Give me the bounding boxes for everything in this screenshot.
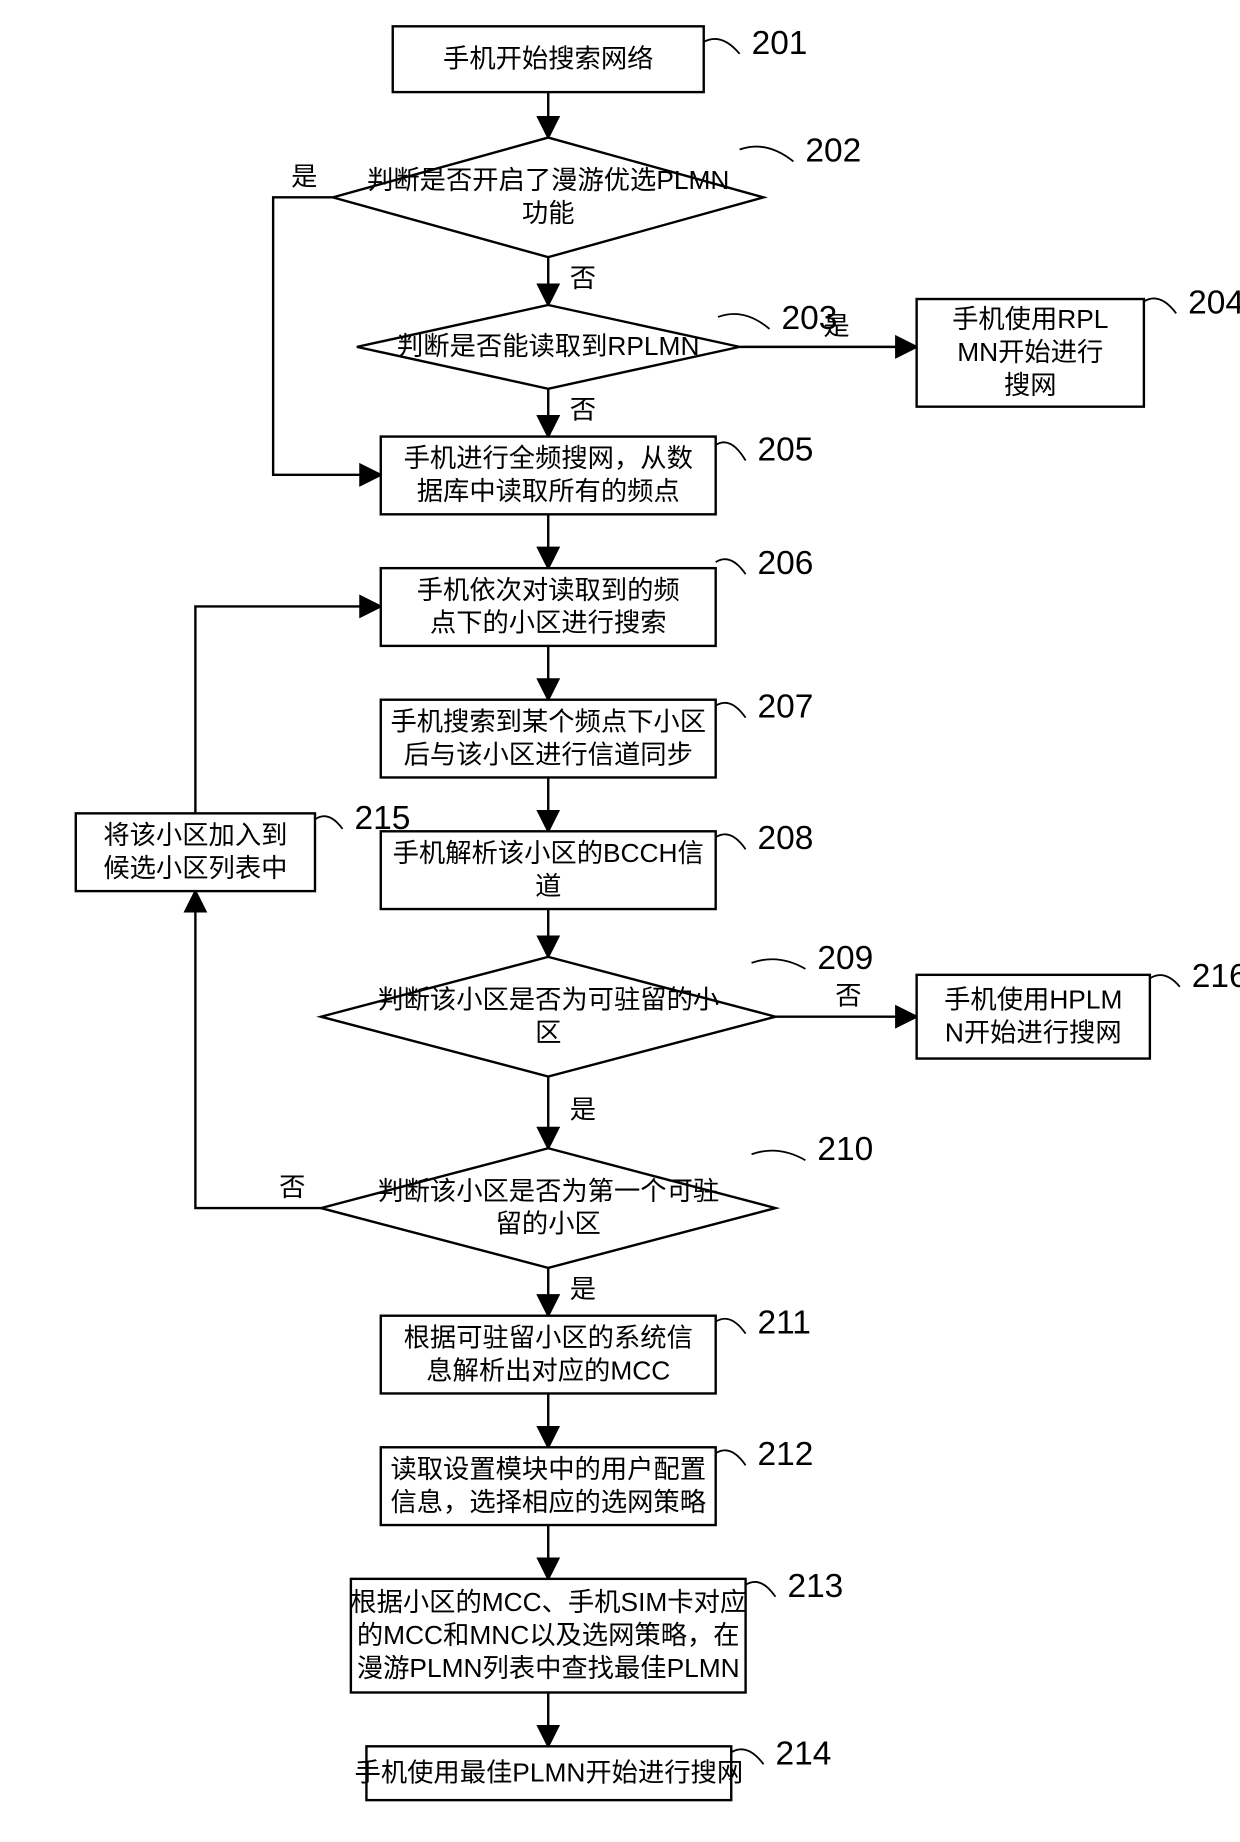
process-node-215: 将该小区加入到候选小区列表中 xyxy=(76,813,315,891)
node-text: 后与该小区进行信道同步 xyxy=(404,739,693,769)
leader-line xyxy=(752,959,806,969)
leader-line xyxy=(718,314,769,329)
node-text: 手机进行全频搜网，从数 xyxy=(404,443,693,473)
node-id-label: 213 xyxy=(787,1568,843,1605)
node-text: 道 xyxy=(535,871,561,901)
node-id-label: 211 xyxy=(758,1305,811,1342)
node-text: 据库中读取所有的频点 xyxy=(417,476,680,506)
node-id-label: 215 xyxy=(354,800,410,837)
node-text: 区 xyxy=(535,1017,561,1047)
process-node-207: 手机搜索到某个频点下小区后与该小区进行信道同步 xyxy=(381,700,716,778)
leader-line xyxy=(716,1450,746,1465)
node-text: 判断是否能读取到RPLMN xyxy=(397,331,699,361)
node-text: 手机搜索到某个频点下小区 xyxy=(390,706,706,736)
process-node-214: 手机使用最佳PLMN开始进行搜网 xyxy=(355,1746,744,1800)
edge-label: 是 xyxy=(570,1274,596,1304)
node-id-label: 203 xyxy=(781,300,837,337)
node-text: MN开始进行 xyxy=(957,337,1103,367)
node-text: 的MCC和MNC以及选网策略，在 xyxy=(357,1620,740,1650)
node-id-label: 209 xyxy=(817,940,873,977)
process-node-211: 根据可驻留小区的系统信息解析出对应的MCC xyxy=(381,1316,716,1394)
node-text: 手机开始搜索网络 xyxy=(443,43,653,73)
node-text: 手机使用HPLM xyxy=(944,984,1122,1014)
decision-node-210: 判断该小区是否为第一个可驻留的小区 xyxy=(321,1148,776,1268)
node-id-label: 201 xyxy=(752,25,808,62)
node-text: 信息，选择相应的选网策略 xyxy=(390,1487,706,1517)
node-text: 手机解析该小区的BCCH信 xyxy=(393,838,704,868)
node-text: 手机使用RPL xyxy=(952,304,1108,334)
node-id-label: 208 xyxy=(758,820,814,857)
process-node-208: 手机解析该小区的BCCH信道 xyxy=(381,831,716,909)
node-id-label: 204 xyxy=(1188,284,1240,321)
node-text: 将该小区加入到 xyxy=(103,820,287,850)
leader-line xyxy=(716,1319,746,1334)
edge-label: 否 xyxy=(835,981,861,1011)
node-text: 手机使用最佳PLMN开始进行搜网 xyxy=(355,1757,744,1787)
node-text: 手机依次对读取到的频 xyxy=(417,575,680,605)
process-node-204: 手机使用RPLMN开始进行搜网 xyxy=(917,299,1144,407)
node-id-label: 216 xyxy=(1192,958,1240,995)
node-text: 功能 xyxy=(522,198,575,228)
node-text: 候选小区列表中 xyxy=(103,853,287,883)
process-node-205: 手机进行全频搜网，从数据库中读取所有的频点 xyxy=(381,437,716,515)
process-node-213: 根据小区的MCC、手机SIM卡对应的MCC和MNC以及选网策略，在漫游PLMN列… xyxy=(350,1579,746,1693)
node-text: 判断该小区是否为可驻留的小 xyxy=(377,984,719,1014)
node-text: N开始进行搜网 xyxy=(945,1017,1122,1047)
leader-line xyxy=(704,39,740,54)
decision-node-203: 判断是否能读取到RPLMN xyxy=(357,305,740,389)
node-text: 搜网 xyxy=(1004,370,1057,400)
leader-line xyxy=(740,147,794,162)
leader-line xyxy=(1150,975,1180,987)
node-text: 漫游PLMN列表中查找最佳PLMN xyxy=(357,1653,740,1683)
node-text: 判断该小区是否为第一个可驻 xyxy=(377,1176,719,1206)
node-id-label: 212 xyxy=(758,1436,814,1473)
node-id-label: 214 xyxy=(775,1735,831,1772)
edge-label: 是 xyxy=(570,1094,596,1124)
node-id-label: 205 xyxy=(758,432,814,469)
node-id-label: 202 xyxy=(805,132,861,169)
edge-label: 否 xyxy=(570,263,596,293)
node-text: 息解析出对应的MCC xyxy=(426,1355,670,1385)
edge xyxy=(195,606,380,813)
leader-line xyxy=(716,442,746,460)
node-text: 读取设置模块中的用户配置 xyxy=(390,1454,706,1484)
edge-label: 否 xyxy=(570,395,596,425)
node-id-label: 210 xyxy=(817,1131,873,1168)
edge-label: 否 xyxy=(279,1172,305,1202)
leader-line xyxy=(716,834,746,849)
flowchart-diagram: 是否是否否是否是手机开始搜索网络判断是否开启了漫游优选PLMN功能判断是否能读取… xyxy=(0,0,1240,1842)
node-text: 根据可驻留小区的系统信 xyxy=(404,1322,693,1352)
node-text: 根据小区的MCC、手机SIM卡对应 xyxy=(350,1587,746,1617)
process-node-216: 手机使用HPLMN开始进行搜网 xyxy=(917,975,1150,1059)
leader-line xyxy=(752,1151,806,1161)
node-text: 判断是否开启了漫游优选PLMN xyxy=(367,165,729,195)
edge-label: 是 xyxy=(291,161,317,191)
node-id-label: 206 xyxy=(758,545,814,582)
leader-line xyxy=(1144,298,1176,313)
leader-line xyxy=(315,816,343,829)
leader-line xyxy=(716,703,746,718)
process-node-212: 读取设置模块中的用户配置信息，选择相应的选网策略 xyxy=(381,1447,716,1525)
process-node-206: 手机依次对读取到的频点下的小区进行搜索 xyxy=(381,568,716,646)
edge xyxy=(195,891,321,1208)
process-node-201: 手机开始搜索网络 xyxy=(393,26,704,92)
leader-line xyxy=(716,559,746,574)
node-text: 点下的小区进行搜索 xyxy=(430,608,667,638)
node-id-label: 207 xyxy=(758,689,814,726)
leader-line xyxy=(746,1582,776,1597)
decision-node-202: 判断是否开启了漫游优选PLMN功能 xyxy=(333,138,764,258)
node-text: 留的小区 xyxy=(496,1209,601,1239)
edge xyxy=(273,197,381,474)
decision-node-209: 判断该小区是否为可驻留的小区 xyxy=(321,957,776,1077)
